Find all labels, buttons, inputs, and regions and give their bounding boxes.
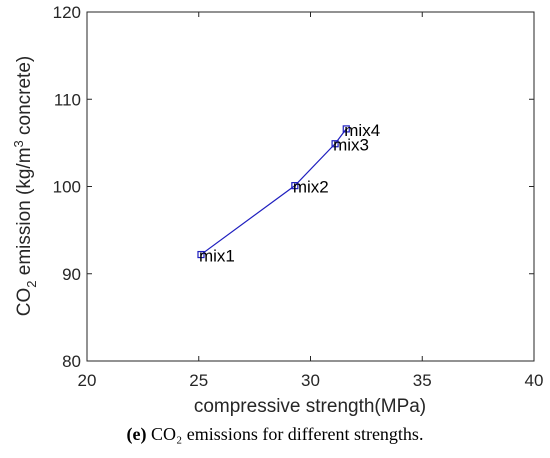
caption-prefix: (e) [126,424,147,444]
data-point-marker [342,125,350,133]
y-label-co: CO [14,288,35,317]
y-tick-label: 90 [62,265,81,284]
x-tick-label: 20 [78,371,97,390]
x-axis: 20 25 30 35 40 [78,12,544,390]
data-point-label: mix4 [344,121,380,140]
data-point-marker [291,182,299,190]
data-point-label: mix2 [293,178,329,197]
x-tick-label: 35 [413,371,432,390]
data-point-marker [331,140,339,148]
y-tick-label: 100 [53,178,81,197]
y-label-end: concrete) [14,56,35,140]
co2-vs-strength-chart: 20 25 30 35 40 80 90 100 110 120 mix1 mix2 mix3mix… [11,3,544,417]
data-point-label: mix3 [333,136,369,155]
x-tick-label: 30 [301,371,320,390]
y-label-sub: 2 [24,281,39,288]
series-line [200,128,347,256]
y-tick-label: 110 [54,90,81,109]
y-tick-label: 80 [62,352,81,371]
y-axis-label: CO2 emission (kg/m3 concrete) [11,56,39,316]
y-label-sup: 3 [11,140,26,147]
caption-text: CO₂ emissions for different strengths. [146,424,424,444]
x-axis-label: compressive strength(MPa) [194,396,426,417]
figure-caption: (e) CO₂ emissions for different strength… [0,424,550,445]
y-label-mid: emission (kg/m [14,147,35,280]
x-tick-label: 40 [525,371,544,390]
y-tick-label: 120 [53,3,81,22]
y-axis: 80 90 100 110 120 [53,3,534,371]
data-point-marker [197,250,205,259]
x-tick-label: 25 [189,371,208,390]
data-point-label: mix1 [199,247,235,266]
